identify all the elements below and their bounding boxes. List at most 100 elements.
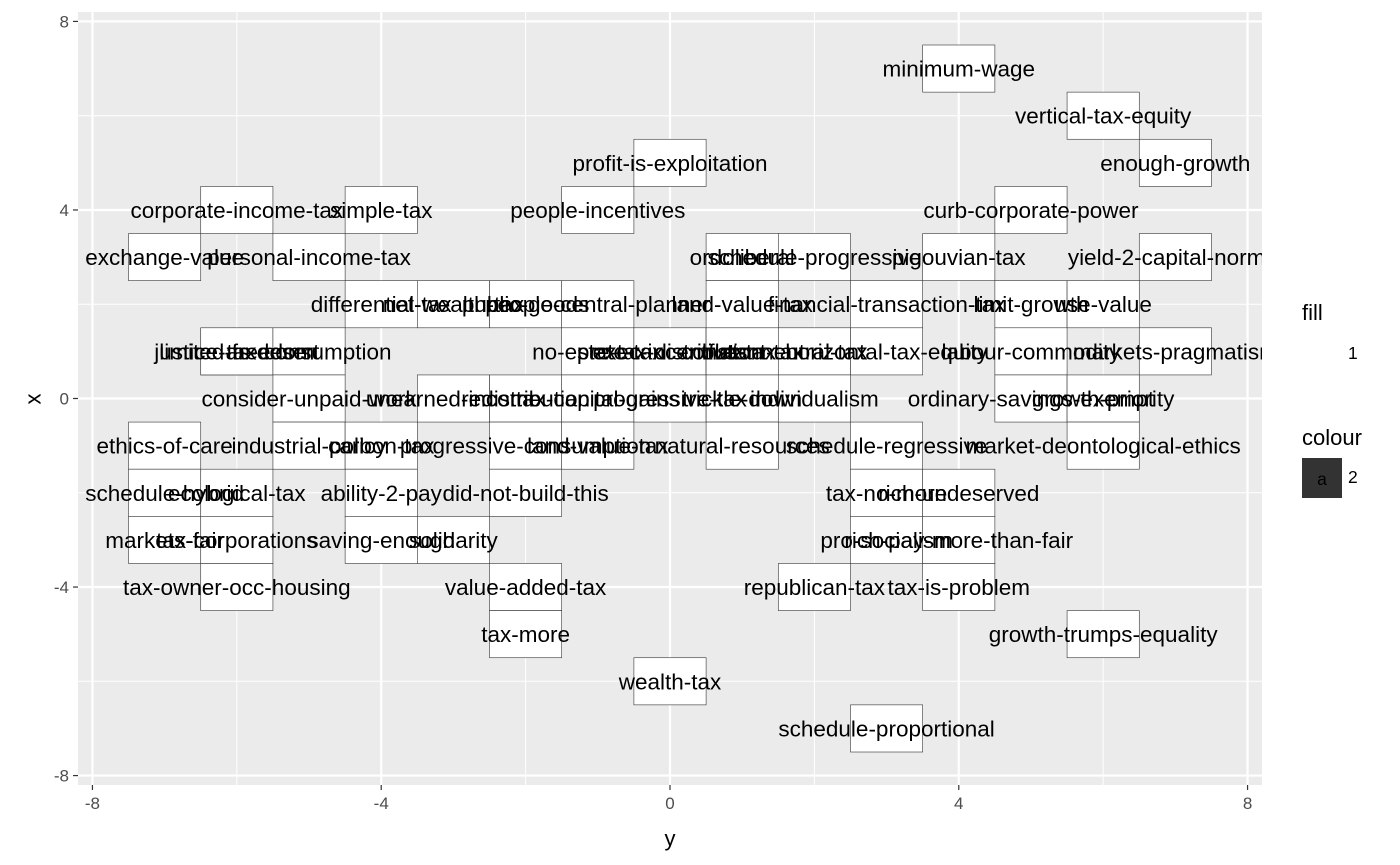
tile — [705, 327, 779, 376]
point-label: rich-undeserved — [878, 481, 1039, 506]
tile — [489, 610, 563, 659]
point-label: differential-tax — [311, 292, 453, 317]
point-label: markets-pragmatism — [1073, 339, 1278, 364]
tile — [1138, 233, 1212, 281]
point-label: yield-2-capital-normal — [1068, 245, 1283, 270]
y-axis: 8 4 0 -4 -8 — [54, 12, 78, 786]
point-label: schedule-progressive — [707, 245, 921, 270]
point-label: rich-pay-more-than-fair — [844, 528, 1073, 553]
point-label: individualism — [750, 387, 879, 412]
tile — [850, 327, 923, 376]
tile — [1066, 280, 1140, 329]
x-tick-label: 8 — [1243, 794, 1252, 813]
tile — [922, 468, 996, 517]
tile — [344, 421, 418, 470]
tile — [777, 563, 851, 611]
tile — [777, 374, 851, 423]
y-axis-title: x — [21, 394, 46, 405]
tile — [272, 374, 346, 423]
tile — [200, 563, 274, 611]
tile — [417, 516, 490, 564]
point-label: ecological-tax — [168, 481, 306, 506]
legend: fill 1 colour a 2 — [1302, 300, 1362, 498]
legend-colour-key: a — [1317, 469, 1327, 489]
tile — [128, 233, 202, 281]
point-label: growth-trumps-equality — [989, 622, 1219, 647]
point-label: ordinary-savings-exempt — [908, 387, 1155, 412]
point-label: vertical-tax-equity — [1015, 104, 1192, 129]
point-label: land-value-tax — [672, 292, 814, 317]
point-label: simple-tax — [330, 198, 433, 223]
tile — [344, 280, 418, 329]
tile — [850, 704, 923, 753]
tile — [561, 186, 635, 234]
tile — [561, 280, 635, 329]
point-label: profit-is-exploitation — [572, 151, 767, 176]
tile — [705, 374, 779, 423]
y-tick-label: 8 — [60, 12, 69, 31]
tile — [489, 280, 563, 329]
tile — [705, 233, 779, 281]
tile — [561, 421, 635, 470]
tile — [272, 421, 346, 470]
tile — [417, 374, 490, 423]
x-axis-title: y — [665, 826, 676, 851]
point-label: did-not-build-this — [442, 481, 608, 506]
point-label: tax-capital-gains — [516, 387, 680, 412]
tile — [922, 233, 996, 281]
point-label: consider-unpaid-work — [201, 387, 417, 412]
point-label: solidarity — [409, 528, 499, 553]
tile — [922, 563, 996, 611]
point-label: pro-socialism — [820, 528, 953, 553]
point-label: republican-tax — [744, 575, 886, 600]
point-label: personal-income-tax — [207, 245, 412, 270]
tile — [922, 516, 996, 564]
tile — [994, 186, 1068, 234]
point-labels: minimum-wage vertical-tax-equity profit-is… — [85, 57, 1283, 742]
legend-fill-title: fill — [1302, 300, 1323, 325]
tile — [128, 516, 202, 564]
point-label: constant-tax — [681, 339, 804, 364]
point-label: tax-consumption — [226, 339, 391, 364]
x-tick-label: -4 — [374, 794, 389, 813]
point-label: tax-more — [481, 622, 570, 647]
point-label: use-value — [1054, 292, 1152, 317]
point-label: people-central-planner — [485, 292, 711, 317]
tile — [1138, 138, 1212, 187]
point-label: markets-fair — [105, 528, 224, 553]
point-label: public-goods — [462, 292, 590, 317]
point-label: justice-as-desert — [153, 339, 320, 364]
point-label: industrial-policy — [231, 434, 387, 459]
tile — [1066, 374, 1140, 423]
point-label: ethics-of-care — [96, 434, 232, 459]
tile — [200, 186, 274, 234]
point-label: tax-owner-occ-housing — [123, 575, 351, 600]
y-tick-label: 0 — [60, 390, 69, 409]
x-tick-label: 0 — [665, 794, 674, 813]
point-label: trickle-down — [682, 387, 802, 412]
y-tick-label: -4 — [54, 578, 69, 597]
tile — [633, 657, 707, 706]
point-label: minimum-wage — [883, 57, 1036, 82]
tile — [633, 138, 707, 187]
tile — [128, 468, 202, 517]
tile — [200, 327, 274, 376]
point-label: limited-freedom — [159, 339, 314, 364]
point-label: saving-enough — [307, 528, 455, 553]
tiles — [128, 44, 1212, 753]
point-label: schedule-proportional — [778, 716, 994, 741]
tile — [705, 421, 779, 470]
point-label: market-deontological-ethics — [966, 434, 1241, 459]
tile — [850, 421, 923, 470]
legend-colour-key-swatch — [1302, 458, 1342, 498]
point-label: neutral-tax — [761, 339, 868, 364]
tile — [850, 280, 923, 329]
point-label: tax-is-problem — [888, 575, 1031, 600]
point-label: progressive-tax — [593, 387, 748, 412]
tile — [1138, 327, 1212, 376]
point-label: enough-growth — [1100, 151, 1250, 176]
point-label: limit-growth — [973, 292, 1088, 317]
point-label: curb-corporate-power — [923, 198, 1139, 223]
point-label: flat-tax — [708, 339, 776, 364]
